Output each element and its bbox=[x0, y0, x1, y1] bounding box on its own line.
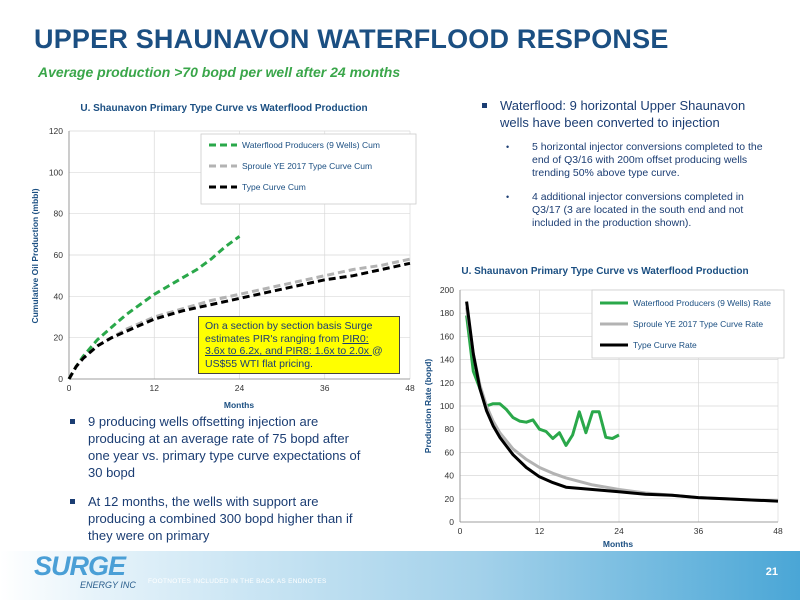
callout-pir0: PIR0: bbox=[342, 332, 369, 345]
callout-line-4: US$55 WTI flat pricing. bbox=[205, 357, 313, 370]
y-tick-label: 60 bbox=[54, 250, 64, 260]
y-tick-label: 180 bbox=[440, 308, 454, 318]
legend-label: Type Curve Rate bbox=[633, 340, 697, 350]
series-line bbox=[465, 315, 620, 447]
y-tick-label: 80 bbox=[54, 209, 64, 219]
legend-label: Sproule YE 2017 Type Curve Rate bbox=[633, 319, 763, 329]
y-tick-label: 60 bbox=[445, 447, 455, 457]
legend-label: Type Curve Cum bbox=[242, 182, 306, 192]
chart-title: U. Shaunavon Primary Type Curve vs Water… bbox=[461, 266, 748, 277]
y-tick-label: 100 bbox=[49, 167, 63, 177]
x-tick-label: 12 bbox=[150, 383, 160, 393]
x-tick-label: 0 bbox=[67, 383, 72, 393]
y-tick-label: 200 bbox=[440, 285, 454, 295]
footnote-text: FOOTNOTES INCLUDED IN THE BACK AS ENDNOT… bbox=[148, 578, 327, 585]
sub-list-item: 5 horizontal injector conversions comple… bbox=[500, 141, 770, 180]
y-tick-label: 140 bbox=[440, 355, 454, 365]
x-tick-label: 24 bbox=[614, 526, 624, 536]
y-tick-label: 0 bbox=[58, 374, 63, 384]
slide-title: UPPER SHAUNAVON WATERFLOOD RESPONSE bbox=[34, 24, 669, 54]
x-tick-label: 48 bbox=[405, 383, 415, 393]
sub-bullet-list: 5 horizontal injector conversions comple… bbox=[500, 141, 770, 230]
y-axis-title: Production Rate (bopd) bbox=[423, 359, 433, 454]
x-axis-title: Months bbox=[224, 400, 254, 410]
x-tick-label: 48 bbox=[773, 526, 783, 536]
main-bullet-text: Waterflood: 9 horizontal Upper Shaunavon… bbox=[500, 98, 746, 130]
list-item: 9 producing wells offsetting injection a… bbox=[66, 413, 366, 481]
callout-line-3: 3.6x to 6.2x, and PIR8: 1.6x to 2.0x bbox=[205, 345, 372, 357]
logo-wordmark: SURGE bbox=[34, 551, 126, 581]
y-tick-label: 0 bbox=[449, 517, 454, 527]
legend-label: Waterflood Producers (9 Wells) Rate bbox=[633, 298, 771, 308]
slide-subtitle: Average production >70 bopd per well aft… bbox=[38, 64, 401, 80]
x-tick-label: 0 bbox=[458, 526, 463, 536]
left-bullet-list: 9 producing wells offsetting injection a… bbox=[66, 413, 366, 556]
y-tick-label: 160 bbox=[440, 331, 454, 341]
x-axis-title: Months bbox=[603, 539, 633, 549]
production-rate-chart: U. Shaunavon Primary Type Curve vs Water… bbox=[423, 266, 785, 549]
x-tick-label: 36 bbox=[320, 383, 330, 393]
page-number: 21 bbox=[765, 566, 778, 578]
callout-line-1: On a section by section basis Surge bbox=[205, 320, 373, 332]
right-bullet-list: Waterflood: 9 horizontal Upper Shaunavon… bbox=[478, 97, 770, 241]
y-tick-label: 100 bbox=[440, 401, 454, 411]
callout-line-3-tail: @ bbox=[371, 345, 383, 357]
x-tick-label: 36 bbox=[694, 526, 704, 536]
cumulative-production-chart: U. Shaunavon Primary Type Curve vs Water… bbox=[30, 103, 417, 410]
legend-label: Waterflood Producers (9 Wells) Cum bbox=[242, 140, 380, 150]
callout-line-2: estimates PIR's ranging from bbox=[205, 332, 343, 345]
y-tick-label: 120 bbox=[440, 378, 454, 388]
x-tick-label: 24 bbox=[235, 383, 245, 393]
footer-band bbox=[0, 551, 800, 600]
y-tick-label: 40 bbox=[445, 471, 455, 481]
x-tick-label: 12 bbox=[535, 526, 545, 536]
series-line bbox=[67, 235, 241, 380]
list-item: At 12 months, the wells with support are… bbox=[66, 493, 366, 544]
series-line bbox=[465, 301, 779, 503]
legend-label: Sproule YE 2017 Type Curve Cum bbox=[242, 161, 372, 171]
list-item-waterflood: Waterflood: 9 horizontal Upper Shaunavon… bbox=[478, 97, 770, 230]
surge-logo: SURGE ENERGY INC bbox=[34, 551, 136, 591]
y-tick-label: 40 bbox=[54, 291, 64, 301]
y-axis-title: Cumulative Oil Production (mbbl) bbox=[30, 188, 40, 323]
y-tick-label: 20 bbox=[54, 333, 64, 343]
chart-title: U. Shaunavon Primary Type Curve vs Water… bbox=[80, 103, 367, 114]
y-tick-label: 80 bbox=[445, 424, 455, 434]
series-line bbox=[67, 261, 411, 380]
y-tick-label: 120 bbox=[49, 126, 63, 136]
logo-subtext: ENERGY INC bbox=[80, 580, 136, 590]
pir-callout-box: On a section by section basis Surge esti… bbox=[198, 316, 400, 374]
sub-list-item: 4 additional injector conversions comple… bbox=[500, 191, 770, 230]
y-tick-label: 20 bbox=[445, 494, 455, 504]
